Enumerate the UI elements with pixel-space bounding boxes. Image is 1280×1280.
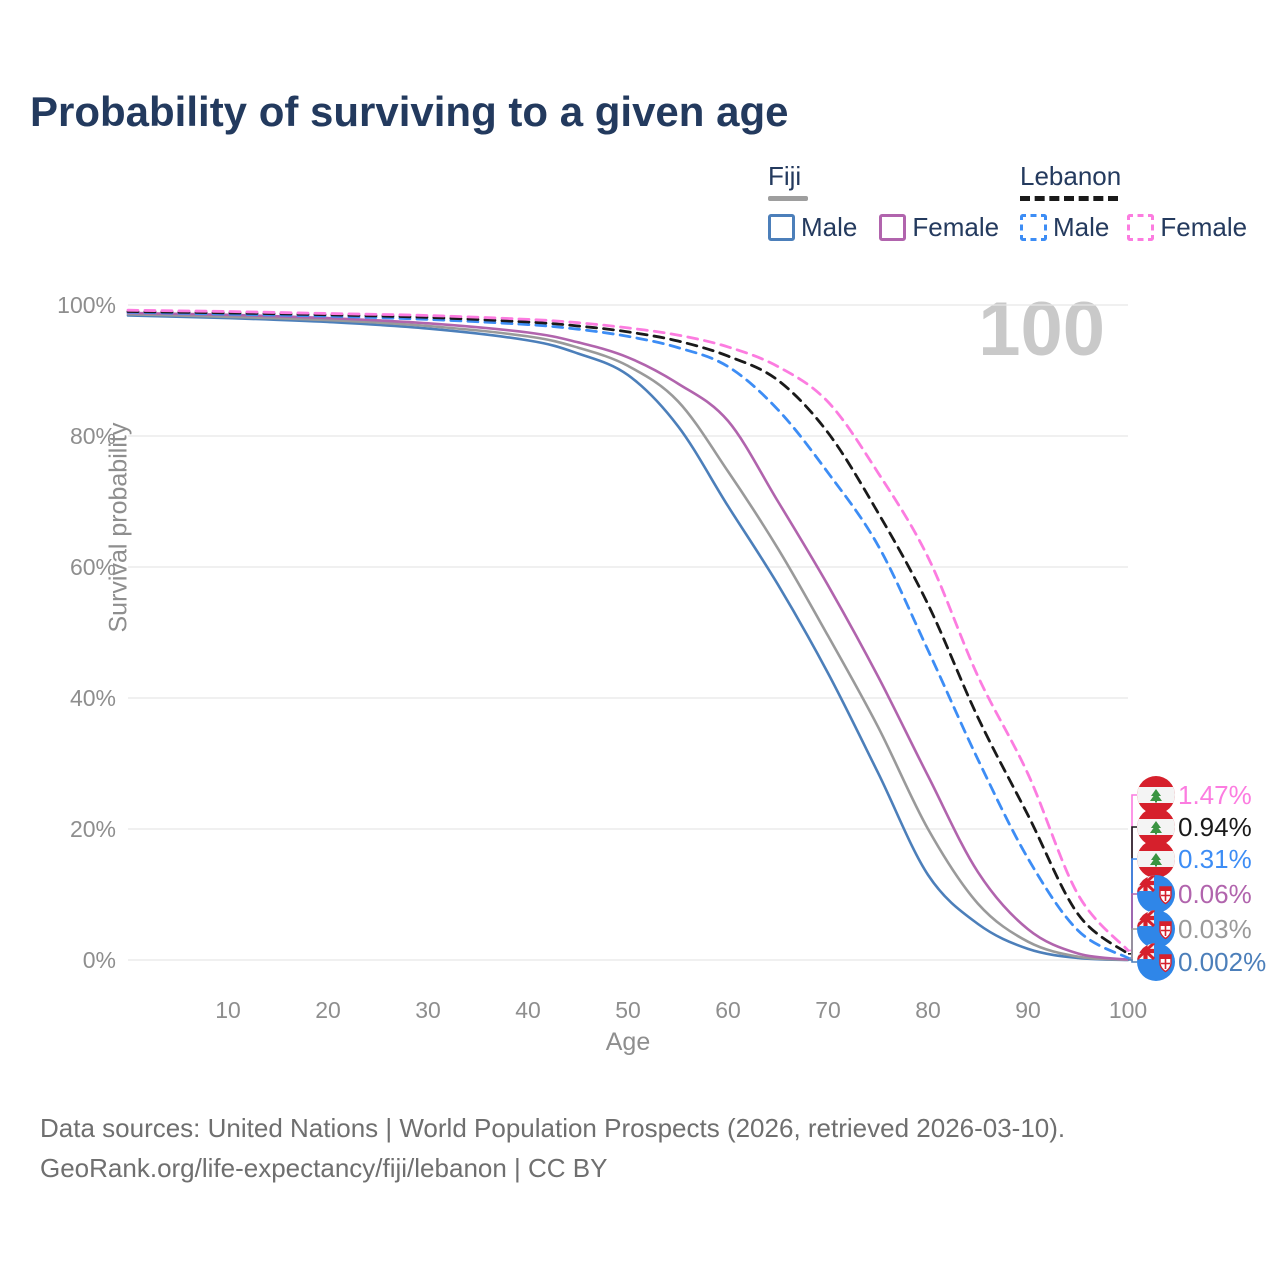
curve-lebanon[interactable] [126,310,1130,956]
x-tick-label: 90 [1015,997,1041,1023]
x-tick-label: 100 [1109,997,1147,1023]
legend-group-lebanon: Lebanon Male Female [1020,162,1265,243]
page-title: Probability of surviving to a given age [30,88,789,135]
y-tick-label: 20% [70,816,116,842]
x-tick-label: 60 [715,997,741,1023]
legend-item-label: Female [912,211,1000,242]
lebanon-female-swatch-icon [1127,213,1155,241]
legend-country-fiji-label: Fiji [768,161,802,191]
legend-item-lebanon-female[interactable]: Female [1127,212,1247,243]
current-age-watermark: 100 [978,287,1105,372]
fiji-female-swatch-icon [879,213,907,241]
y-tick-label: 40% [70,685,116,711]
legend-item-label: Female [1160,211,1248,242]
legend-item-label: Male [1053,211,1110,242]
fiji-solid-line-sample [768,195,808,201]
fiji-male-swatch-icon [768,213,795,241]
footer-url: GeoRank.org/life-expectancy/fiji/lebanon… [40,1153,608,1184]
end-label-fiji-male[interactable]: 0.002% [1128,943,1266,981]
end-label-connector [1128,928,1137,961]
legend-item-lebanon-male[interactable]: Male [1020,212,1109,243]
end-label-fiji[interactable]: 0.03% [1128,910,1252,961]
curve-fiji-male[interactable] [126,314,1130,962]
end-label-value: 0.94% [1178,812,1252,842]
end-label-value: 0.31% [1178,844,1252,874]
end-label-lebanon[interactable]: 0.94% [1128,808,1252,955]
x-axis-title: Age [605,1028,651,1056]
x-tick-label: 70 [815,997,841,1023]
end-label-value: 0.06% [1178,879,1252,909]
lebanon-dashed-line-sample [1020,195,1118,201]
x-tick-label: 20 [315,997,341,1023]
y-tick-label: 60% [70,554,116,580]
end-label-value: 0.002% [1178,947,1266,977]
lebanon-flag-icon [1137,808,1175,846]
data-sources-note: Data sources: United Nations | World Pop… [40,1113,1066,1143]
y-tick-label: 100% [57,292,116,318]
end-label-lebanon-female[interactable]: 1.47% [1128,776,1252,952]
curve-fiji[interactable] [126,312,1130,962]
legend-item-fiji-male[interactable]: Male [768,212,857,243]
lebanon-flag-icon [1137,776,1175,814]
end-label-connector [1128,959,1137,963]
x-tick-label: 80 [915,997,941,1023]
legend-group-fiji: Fiji Male Female [768,162,1021,243]
y-axis-title: Survival probability [104,422,133,633]
lebanon-male-swatch-icon [1020,213,1047,241]
curve-fiji-female[interactable] [126,311,1130,961]
end-label-lebanon-male[interactable]: 0.31% [1128,840,1252,959]
end-label-value: 1.47% [1178,780,1252,810]
fiji-flag-icon [1137,875,1175,913]
footer: Data sources: United Nations | World Pop… [40,1108,1065,1189]
fiji-flag-icon [1137,910,1175,948]
end-label-value: 0.03% [1178,914,1252,944]
curve-lebanon-male[interactable] [126,310,1130,960]
x-tick-label: 40 [515,997,541,1023]
curve-lebanon-female[interactable] [126,308,1130,952]
x-tick-label: 50 [615,997,641,1023]
end-label-fiji-female[interactable]: 0.06% [1128,875,1252,961]
legend-item-label: Male [801,211,858,242]
x-tick-label: 10 [215,997,241,1023]
y-tick-label: 0% [83,947,116,973]
legend-item-fiji-female[interactable]: Female [879,212,999,243]
legend-country-lebanon-label: Lebanon [1020,161,1122,191]
lebanon-flag-icon [1137,840,1175,878]
fiji-flag-icon [1137,943,1175,981]
y-tick-label: 80% [70,423,116,449]
x-tick-label: 30 [415,997,441,1023]
